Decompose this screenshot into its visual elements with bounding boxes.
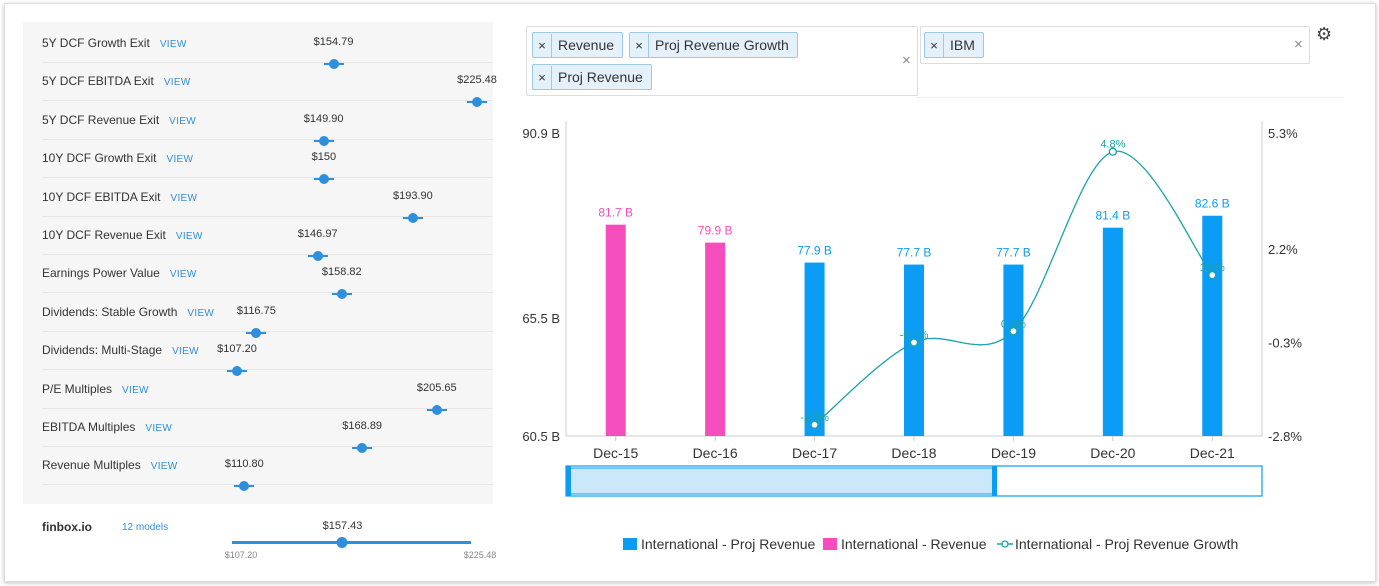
model-value: $193.90 <box>393 189 433 202</box>
remove-tag-icon[interactable]: × <box>630 34 649 58</box>
model-label: 10Y DCF EBITDA Exit VIEW <box>42 190 197 204</box>
model-name: 10Y DCF Revenue Exit <box>42 228 166 242</box>
model-marker[interactable] <box>472 97 482 108</box>
model-value: $116.75 <box>236 304 276 317</box>
model-name: 5Y DCF Growth Exit <box>42 36 150 50</box>
view-link[interactable]: VIEW <box>169 115 196 127</box>
model-value: $146.97 <box>297 228 338 240</box>
divider <box>916 97 1344 98</box>
model-label: 5Y DCF EBITDA Exit VIEW <box>42 74 191 88</box>
model-row: EBITDA Multiples VIEW $168.89 <box>42 408 493 453</box>
model-row: Earnings Power Value VIEW $158.82 <box>42 254 493 300</box>
tag-label: Proj Revenue Growth <box>655 37 789 53</box>
model-value: $150 <box>311 151 337 164</box>
view-link[interactable]: VIEW <box>163 77 191 89</box>
model-label: 5Y DCF Growth Exit VIEW <box>42 36 187 50</box>
model-marker[interactable] <box>251 327 262 338</box>
tag-label: Revenue <box>558 37 615 53</box>
model-row: Dividends: Multi-Stage VIEW $107.20 <box>42 331 493 377</box>
model-row: Revenue Multiples VIEW $110.80 <box>42 446 493 492</box>
model-name: Dividends: Stable Growth <box>42 304 178 319</box>
view-link[interactable]: VIEW <box>170 192 198 204</box>
model-name: 5Y DCF Revenue Exit <box>42 112 160 127</box>
view-link[interactable]: VIEW <box>122 384 149 396</box>
model-name: Dividends: Multi-Stage <box>42 343 163 358</box>
model-name: 10Y DCF Growth Exit <box>42 151 157 166</box>
model-row: 10Y DCF Growth Exit VIEW $150 <box>42 139 493 185</box>
view-link[interactable]: VIEW <box>145 423 173 434</box>
model-value: $107.20 <box>217 343 257 356</box>
model-row: 5Y DCF EBITDA Exit VIEW $225.48 <box>42 62 497 108</box>
view-link[interactable]: VIEW <box>159 39 187 50</box>
remove-tag-icon[interactable]: × <box>533 34 552 58</box>
remove-tag-icon[interactable]: × <box>925 34 944 58</box>
remove-tag-icon[interactable]: × <box>533 66 552 90</box>
view-link[interactable]: VIEW <box>172 346 199 358</box>
model-marker[interactable] <box>336 289 347 300</box>
model-row: P/E Multiples VIEW $205.65 <box>42 370 493 415</box>
model-label: Dividends: Stable Growth VIEW <box>42 305 214 319</box>
range-track <box>232 541 471 544</box>
clear-metrics-icon[interactable]: × <box>902 52 911 69</box>
view-link[interactable]: VIEW <box>166 154 194 166</box>
model-label: P/E Multiples VIEW <box>42 382 149 396</box>
model-label: Dividends: Multi-Stage VIEW <box>42 343 199 357</box>
range-min-label: $107.20 <box>224 550 258 560</box>
model-value: $158.82 <box>321 266 362 279</box>
model-name: 10Y DCF EBITDA Exit <box>42 189 161 204</box>
model-marker[interactable] <box>239 481 250 492</box>
view-link[interactable]: VIEW <box>175 231 203 242</box>
tag-label: IBM <box>950 37 975 53</box>
model-label: Earnings Power Value VIEW <box>42 266 197 280</box>
model-name: Revenue Multiples <box>42 458 141 473</box>
tag-revenue: × Revenue <box>532 32 624 58</box>
tag-proj-revenue-growth: × Proj Revenue Growth <box>629 32 798 58</box>
model-label: Revenue Multiples VIEW <box>42 458 177 472</box>
model-value: $110.80 <box>224 458 264 471</box>
clear-company-icon[interactable]: × <box>1294 36 1303 53</box>
model-name: EBITDA Multiples <box>42 420 136 434</box>
model-name: Earnings Power Value <box>42 266 160 281</box>
model-row: 10Y DCF Revenue Exit VIEW $146.97 <box>42 216 493 261</box>
model-label: 10Y DCF Growth Exit VIEW <box>42 151 193 165</box>
model-row: 5Y DCF Revenue Exit VIEW $149.90 <box>42 101 493 146</box>
model-value: $149.90 <box>303 112 344 125</box>
model-marker[interactable] <box>328 59 339 69</box>
model-marker[interactable] <box>312 251 323 261</box>
model-marker[interactable] <box>318 174 329 185</box>
valuation-models-panel: 5Y DCF Growth Exit VIEW $154.79 5Y DCF EBIT… <box>23 22 497 504</box>
gear-icon[interactable]: ⚙ <box>1316 24 1333 44</box>
view-link[interactable]: VIEW <box>169 269 197 281</box>
model-marker[interactable] <box>318 135 329 146</box>
model-value: $154.79 <box>313 36 354 48</box>
model-marker[interactable] <box>431 404 442 415</box>
tag-ibm: × IBM <box>924 32 984 58</box>
models-count-link[interactable]: 12 models <box>122 522 169 533</box>
model-label: EBITDA Multiples VIEW <box>42 420 172 434</box>
model-value: $225.48 <box>457 74 497 87</box>
range-max-label: $225.48 <box>463 550 497 560</box>
tag-label: Proj Revenue <box>558 69 643 85</box>
tag-proj-revenue: × Proj Revenue <box>532 64 652 90</box>
company-selector[interactable]: × IBM × <box>920 26 1310 64</box>
model-marker[interactable] <box>232 366 242 377</box>
model-row: 5Y DCF Growth Exit VIEW $154.79 <box>42 24 493 69</box>
summary-footer: finbox.io 12 models $157.43 $107.20 $225… <box>23 508 513 568</box>
model-marker[interactable] <box>407 212 418 223</box>
model-row: 10Y DCF EBITDA Exit VIEW $193.90 <box>42 178 493 223</box>
model-value: $205.65 <box>416 381 457 394</box>
brand-label[interactable]: finbox.io <box>42 520 92 534</box>
model-name: P/E Multiples <box>42 381 113 396</box>
model-label: 5Y DCF Revenue Exit VIEW <box>42 113 196 127</box>
model-marker[interactable] <box>357 443 368 453</box>
metric-selector[interactable]: × Revenue × Proj Revenue Growth × Proj Reve… <box>526 26 918 96</box>
model-value: $168.89 <box>342 420 383 432</box>
model-label: 10Y DCF Revenue Exit VIEW <box>42 228 203 242</box>
average-value: $157.43 <box>322 520 363 532</box>
model-row: Dividends: Stable Growth VIEW $116.75 <box>42 293 493 338</box>
model-name: 5Y DCF EBITDA Exit <box>42 74 154 89</box>
average-marker <box>336 537 348 548</box>
view-link[interactable]: VIEW <box>187 307 215 319</box>
view-link[interactable]: VIEW <box>150 461 178 473</box>
